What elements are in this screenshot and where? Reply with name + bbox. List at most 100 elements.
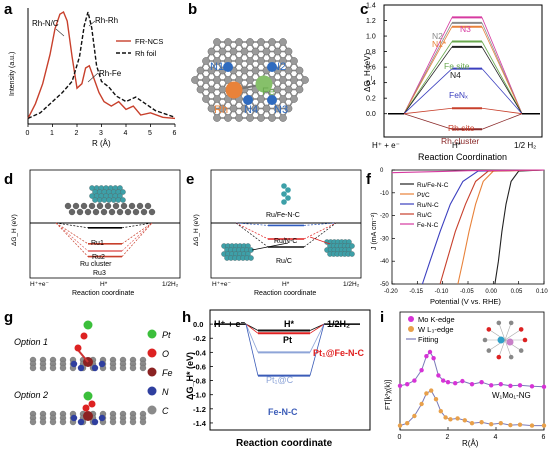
f-xtick-label: 0.10	[536, 289, 548, 295]
b-carbon-atom	[301, 76, 309, 84]
f-legend-Pt/C: Pt/C	[417, 192, 430, 199]
b-carbon-atom	[207, 66, 216, 75]
i-point-mo	[498, 382, 503, 387]
g-carbon-atom	[59, 364, 67, 372]
b-nitrogen-atom	[223, 62, 233, 72]
d-substrate-atom	[132, 208, 140, 216]
c-ytick-label: 0.4	[366, 80, 376, 87]
b-carbon-atom	[279, 95, 287, 103]
g-legend-swatch	[147, 386, 157, 396]
f-ylabel: J (mA cm⁻²)	[371, 212, 378, 250]
e-connector	[235, 222, 269, 240]
i-point-mo	[405, 382, 410, 387]
c-state-2: 1/2 H₂	[514, 141, 536, 150]
b-nitrogen-atom	[243, 95, 253, 105]
i-xtick-label: 4	[494, 434, 498, 441]
f-ytick-label: -50	[380, 282, 389, 288]
b-carbon-atom	[268, 114, 276, 122]
i-legend-mo: Mo K-edge	[418, 315, 455, 324]
d-substrate-atom	[80, 202, 88, 210]
i-point-w	[424, 391, 429, 396]
d-substrate-atom	[148, 208, 156, 216]
e-connector	[303, 222, 337, 226]
panel-letter-b: b	[188, 1, 197, 18]
f-legend-Ru/N-C: Ru/N-C	[417, 202, 439, 209]
g-option-2: Option 2	[14, 390, 48, 400]
d-substrate-atom	[120, 202, 128, 210]
b-carbon-atom	[229, 104, 238, 113]
d-substrate-atom	[92, 208, 100, 216]
g-carbon-atom	[129, 418, 137, 426]
c-connector	[481, 113, 523, 130]
b-carbon-atom	[284, 47, 293, 56]
g-oxygen-atom	[80, 332, 88, 340]
i-point-w	[479, 420, 484, 425]
a-annot-rh-n-c: Rh-N/C	[32, 19, 59, 28]
a-xtick-label: 6	[173, 130, 177, 137]
panel-c: c ΔG_H (eV) 0.00.20.40.60.81.01.21.4 N3N…	[360, 1, 543, 162]
c-ylabel: ΔG_H (eV)	[363, 53, 372, 92]
panel-letter-h: h	[182, 309, 191, 326]
h-steps	[214, 323, 360, 377]
b-carbon-atom	[279, 57, 287, 65]
i-atom	[482, 337, 488, 343]
c-label-6: Rh site	[448, 123, 475, 133]
i-point-w	[448, 417, 453, 422]
g-option-1: Option 1	[14, 337, 48, 347]
b-carbon-atom	[202, 57, 210, 65]
d-steps	[30, 222, 180, 258]
g-oxygen-atom	[82, 404, 90, 412]
a-xtick-label: 4	[124, 130, 128, 137]
i-point-mo	[469, 382, 475, 387]
g-legend-swatch	[147, 329, 157, 339]
g-carbon-atom	[49, 364, 57, 372]
c-ytick-label: 0.2	[366, 96, 376, 103]
c-label-0: N3	[460, 24, 471, 34]
b-carbon-atom	[213, 95, 221, 103]
panel-e: e ΔG_H (eV) Ru/Fe-N-C Ru/N-C Ru/C H⁺+e⁻ …	[186, 169, 362, 297]
i-point-mo	[453, 381, 458, 386]
b-carbon-atom	[207, 47, 216, 56]
b-carbon-atom	[202, 95, 210, 103]
a-xtick-label: 5	[148, 130, 152, 137]
c-ytick-label: 1.0	[366, 34, 376, 41]
i-point-mo	[436, 373, 441, 378]
panel-letter-g: g	[4, 309, 13, 326]
b-rh-atom	[225, 81, 243, 99]
f-ytick-label: -30	[380, 236, 389, 242]
b-carbon-atom	[290, 95, 298, 103]
e-arrow	[309, 236, 331, 245]
d-connector	[55, 222, 89, 229]
panel-d: d ΔG_H (eV) Ru1 Ru2 Ru cluster Ru3 H⁺+e⁻…	[4, 169, 181, 297]
b-carbon-atom	[202, 76, 210, 84]
a-series-fr-ncs	[27, 10, 176, 120]
b-carbon-atom	[218, 104, 227, 113]
b-lattice	[191, 38, 309, 122]
h-connector	[245, 323, 259, 334]
d-cluster-atom	[96, 197, 103, 203]
i-point-w	[469, 421, 475, 426]
d-substrate-atom	[136, 202, 144, 210]
d-cluster-atom	[101, 197, 108, 203]
b-fe-atom	[255, 75, 273, 93]
e-cluster-illustrations	[221, 183, 355, 261]
d-substrate-atom	[104, 202, 112, 210]
g-bond	[77, 349, 89, 363]
h-ytick-label: -0.6	[193, 362, 206, 371]
e-single-atom	[285, 187, 291, 193]
i-legend-w: W L₃-edge	[418, 325, 454, 334]
h-state-1: H*	[284, 319, 294, 329]
b-carbon-atom	[235, 57, 243, 65]
b-carbon-atom	[240, 47, 249, 56]
g-legend-Pt: Pt	[162, 330, 171, 340]
i-point-mo	[489, 383, 494, 388]
e-single-atom	[281, 191, 287, 197]
panel-letter-d: d	[4, 171, 13, 188]
g-carbon-atom	[39, 418, 47, 426]
b-carbon-atom	[279, 114, 287, 122]
i-atom	[496, 320, 502, 326]
g-carbon-atom	[59, 418, 67, 426]
c-steps	[388, 16, 540, 131]
i-point-w	[433, 397, 439, 402]
h-ytick-label: -0.8	[193, 377, 206, 386]
